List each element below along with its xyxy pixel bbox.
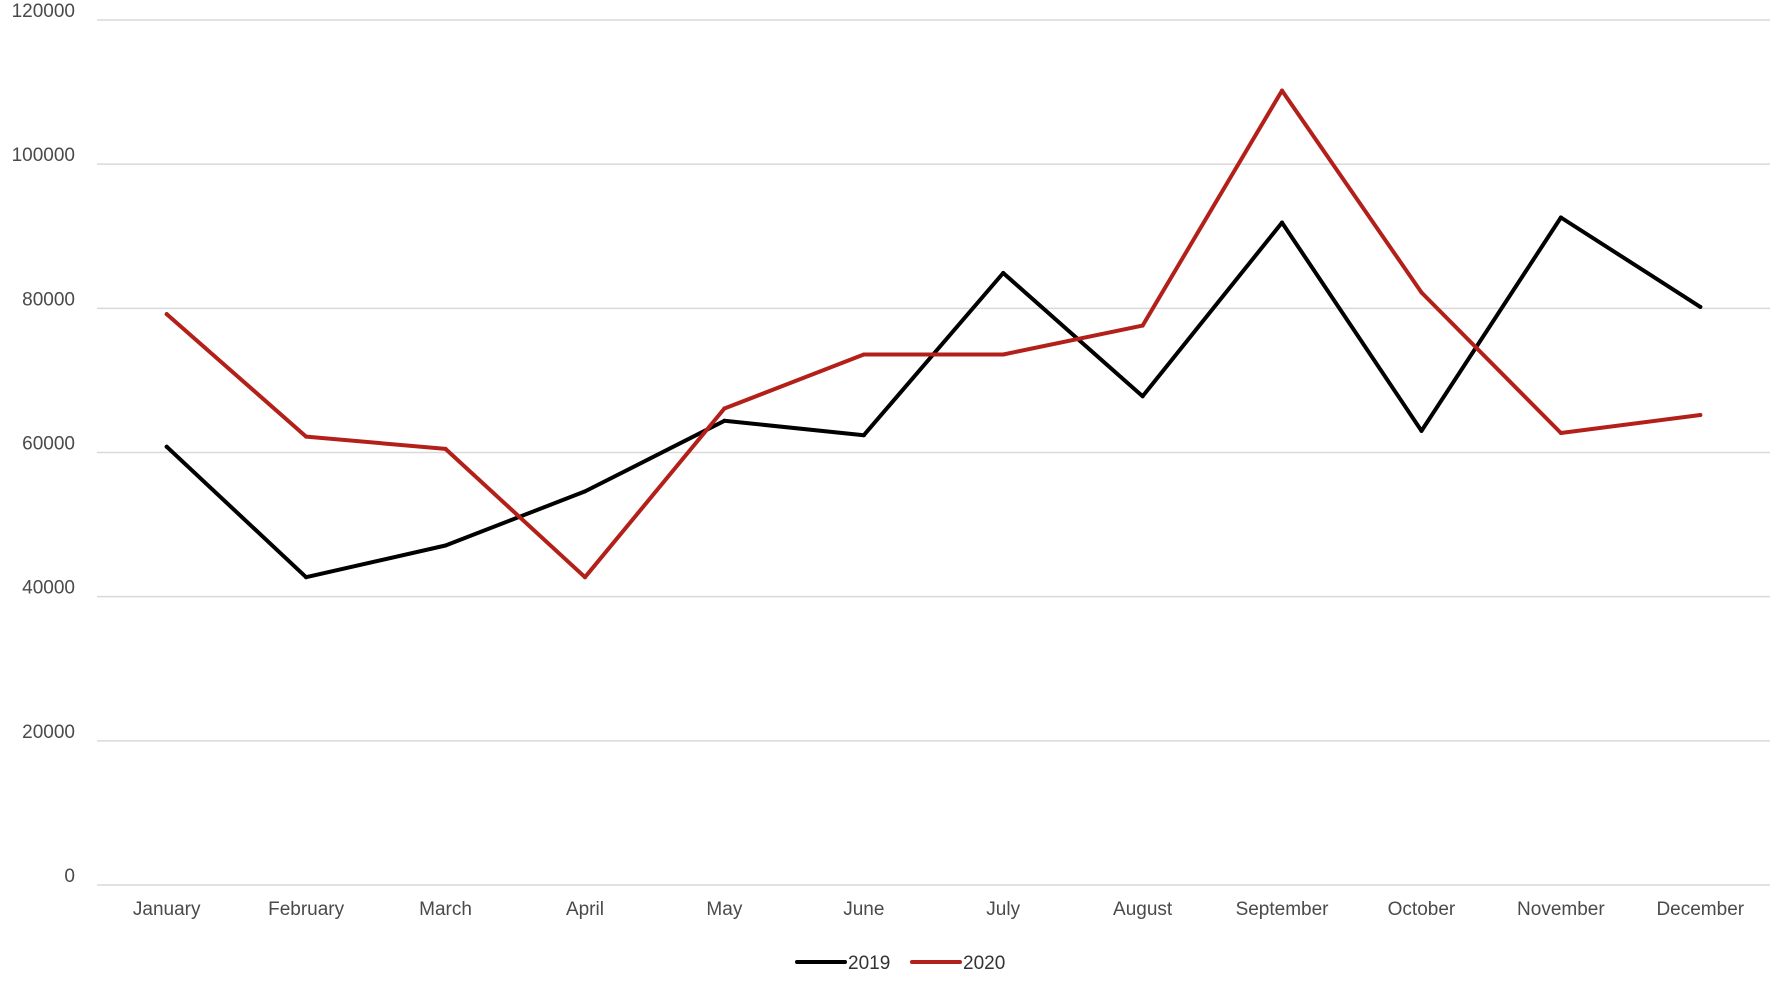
data-point-2020 (164, 312, 169, 317)
y-tick-label: 80000 (22, 289, 75, 310)
x-tick-label: August (1113, 899, 1173, 920)
data-point-2020 (722, 406, 727, 411)
y-tick-label: 20000 (22, 722, 75, 743)
y-tick-label: 100000 (12, 145, 75, 166)
data-point-2020 (1419, 290, 1424, 295)
data-point-2019 (304, 575, 309, 580)
x-tick-label: June (843, 899, 884, 920)
legend-item-2019: 2019 (795, 953, 890, 974)
x-tick-label: February (268, 899, 345, 920)
data-point-2020 (1698, 413, 1703, 418)
data-point-2019 (722, 418, 727, 423)
data-point-2020 (861, 352, 866, 357)
data-point-2020 (582, 575, 587, 580)
data-point-2019 (443, 543, 448, 548)
data-point-2019 (1419, 428, 1424, 433)
x-tick-label: October (1388, 899, 1456, 920)
series-lines (164, 88, 1703, 580)
x-tick-label: July (986, 899, 1020, 920)
x-tick-label: September (1236, 899, 1330, 920)
data-point-2020 (443, 446, 448, 451)
data-point-2019 (1280, 220, 1285, 225)
x-axis-ticks: January February March April May June July Augu… (133, 899, 1745, 920)
series-line-2020 (164, 88, 1703, 580)
data-point-2019 (164, 444, 169, 449)
data-point-2019 (1558, 215, 1563, 220)
data-point-2019 (861, 433, 866, 438)
x-tick-label: April (566, 899, 604, 920)
y-tick-label: 40000 (22, 578, 75, 599)
x-tick-label: January (133, 899, 201, 920)
y-tick-label: 60000 (22, 434, 75, 455)
x-tick-label: May (706, 899, 742, 920)
data-point-2020 (1001, 352, 1006, 357)
x-tick-label: November (1517, 899, 1605, 920)
legend-item-2020: 2020 (910, 953, 1005, 974)
y-tick-label: 120000 (12, 1, 75, 22)
legend-label: 2019 (848, 953, 890, 974)
y-axis-ticks: 0 20000 40000 60000 80000 100000 120000 (12, 1, 75, 887)
data-point-2019 (1001, 271, 1006, 276)
x-tick-label: March (419, 899, 472, 920)
series-line-2019 (164, 215, 1703, 580)
data-point-2020 (1280, 88, 1285, 93)
x-tick-label: December (1656, 899, 1744, 920)
legend: 2019 2020 (795, 953, 1005, 974)
data-point-2020 (304, 434, 309, 439)
data-point-2020 (1558, 431, 1563, 436)
gridlines (97, 19, 1770, 886)
data-point-2019 (1140, 394, 1145, 399)
y-tick-label: 0 (64, 866, 75, 887)
data-point-2019 (1698, 304, 1703, 309)
data-point-2019 (582, 489, 587, 494)
data-point-2020 (1140, 323, 1145, 328)
legend-label: 2020 (963, 953, 1005, 974)
